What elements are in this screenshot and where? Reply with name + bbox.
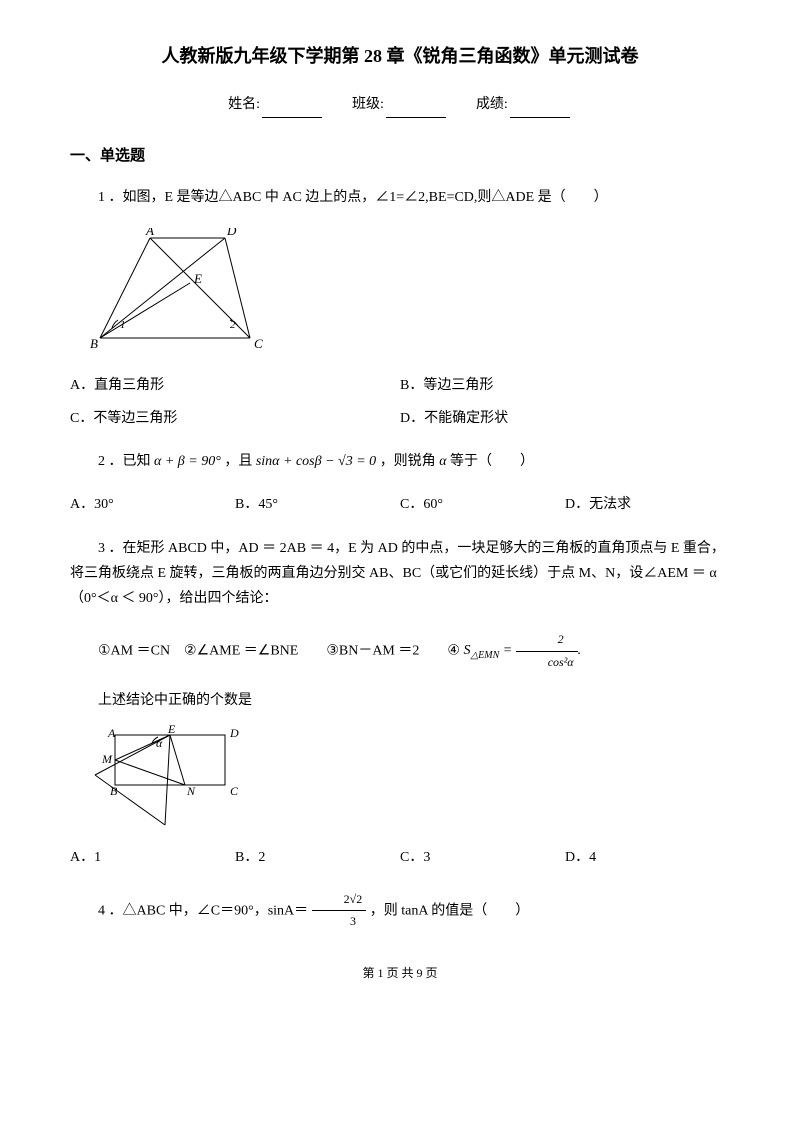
q3-text1: 3 ．在矩形 ABCD 中，AD ＝ 2AB ＝ 4，E 为 AD 的中点，一块… xyxy=(70,536,730,612)
q2-suffix: 等于（ ） xyxy=(450,454,534,469)
q3-optD[interactable]: D．4 xyxy=(565,845,730,870)
q4-prefix: 4 ．△ABC 中，∠C＝90°，sinA＝ xyxy=(98,903,308,918)
q2-var: α xyxy=(439,454,446,469)
section-heading: 一、单选题 xyxy=(70,143,730,170)
q2-optC[interactable]: C．60° xyxy=(400,492,565,517)
q1-optB[interactable]: B．等边三角形 xyxy=(400,373,730,398)
class-label: 班级: xyxy=(352,97,384,112)
q3-optC[interactable]: C．3 xyxy=(400,845,565,870)
svg-text:D: D xyxy=(229,726,239,740)
q1-optA[interactable]: A．直角三角形 xyxy=(70,373,400,398)
page-title: 人教新版九年级下学期第 28 章《锐角三角函数》单元测试卷 xyxy=(70,40,730,72)
question-2: 2 ．已知 α + β = 90° ，且 sinα + cosβ − √3 = … xyxy=(70,449,730,474)
svg-text:E: E xyxy=(167,725,176,736)
svg-text:C: C xyxy=(254,336,263,351)
q1-optC[interactable]: C．不等边三角形 xyxy=(70,406,400,431)
name-label: 姓名: xyxy=(228,97,260,112)
q3-formula-den: cos²α xyxy=(516,652,578,674)
q2-mid2: ，则锐角 xyxy=(380,454,436,469)
q2-optD[interactable]: D．无法求 xyxy=(565,492,730,517)
q3-text2: 上述结论中正确的个数是 xyxy=(70,688,730,713)
q3-conc-text: ①AM ＝CN ②∠AME ＝∠BNE ③BN－AM ＝2 ④ xyxy=(98,643,460,658)
q2-optB[interactable]: B．45° xyxy=(235,492,400,517)
svg-text:E: E xyxy=(193,271,202,286)
q1-figure: A D E B C 1 2 xyxy=(90,228,730,358)
score-label: 成绩: xyxy=(476,97,508,112)
q3-options: A．1 B．2 C．3 D．4 xyxy=(70,845,730,870)
q3-conclusions: ①AM ＝CN ②∠AME ＝∠BNE ③BN－AM ＝2 ④ S△EMN = … xyxy=(70,629,730,673)
q3-formula: S△EMN = 2cos²α. xyxy=(463,643,581,658)
q4-frac-den: 3 xyxy=(312,911,367,933)
question-3: 3 ．在矩形 ABCD 中，AD ＝ 2AB ＝ 4，E 为 AD 的中点，一块… xyxy=(70,536,730,612)
svg-text:α: α xyxy=(156,736,163,750)
q3-formula-num: 2 xyxy=(516,629,578,652)
q2-options: A．30° B．45° C．60° D．无法求 xyxy=(70,492,730,517)
svg-text:N: N xyxy=(186,784,196,798)
name-blank[interactable] xyxy=(262,117,322,118)
svg-text:B: B xyxy=(90,336,98,351)
q1-options: A．直角三角形 B．等边三角形 C．不等边三角形 D．不能确定形状 xyxy=(70,373,730,431)
q3-optB[interactable]: B．2 xyxy=(235,845,400,870)
page-footer: 第 1 页 共 9 页 xyxy=(70,963,730,985)
class-blank[interactable] xyxy=(386,117,446,118)
q1-optD[interactable]: D．不能确定形状 xyxy=(400,406,730,431)
svg-text:D: D xyxy=(226,228,237,238)
q2-prefix: 2 ．已知 xyxy=(98,454,151,469)
student-info-line: 姓名: 班级: 成绩: xyxy=(70,92,730,117)
q4-frac-num: 2√2 xyxy=(312,889,367,912)
q1-text: 1 ．如图，E 是等边△ABC 中 AC 边上的点，∠1=∠2,BE=CD,则△… xyxy=(70,185,730,210)
svg-text:B: B xyxy=(110,784,118,798)
q3-figure: A E D M B N Cα xyxy=(90,725,730,830)
svg-text:1: 1 xyxy=(120,319,126,331)
q2-cond1: α + β = 90° xyxy=(154,454,221,469)
q3-formula-eq: = xyxy=(499,643,515,658)
q4-suffix: ，则 tanA 的值是（ ） xyxy=(370,903,529,918)
q3-formula-sub: △EMN xyxy=(470,650,499,661)
q4-fraction: 2√2 3 xyxy=(312,889,367,933)
q2-cond2: sinα + cosβ − √3 = 0 xyxy=(256,454,376,469)
q2-optA[interactable]: A．30° xyxy=(70,492,235,517)
svg-text:A: A xyxy=(107,726,116,740)
svg-text:2: 2 xyxy=(230,319,236,331)
score-blank[interactable] xyxy=(510,117,570,118)
svg-text:C: C xyxy=(230,784,239,798)
svg-text:A: A xyxy=(145,228,154,238)
q3-optA[interactable]: A．1 xyxy=(70,845,235,870)
question-1: 1 ．如图，E 是等边△ABC 中 AC 边上的点，∠1=∠2,BE=CD,则△… xyxy=(70,185,730,210)
question-4: 4 ．△ABC 中，∠C＝90°，sinA＝ 2√2 3 ，则 tanA 的值是… xyxy=(70,889,730,933)
q2-mid1: ，且 xyxy=(224,454,252,469)
svg-text:M: M xyxy=(101,752,113,766)
